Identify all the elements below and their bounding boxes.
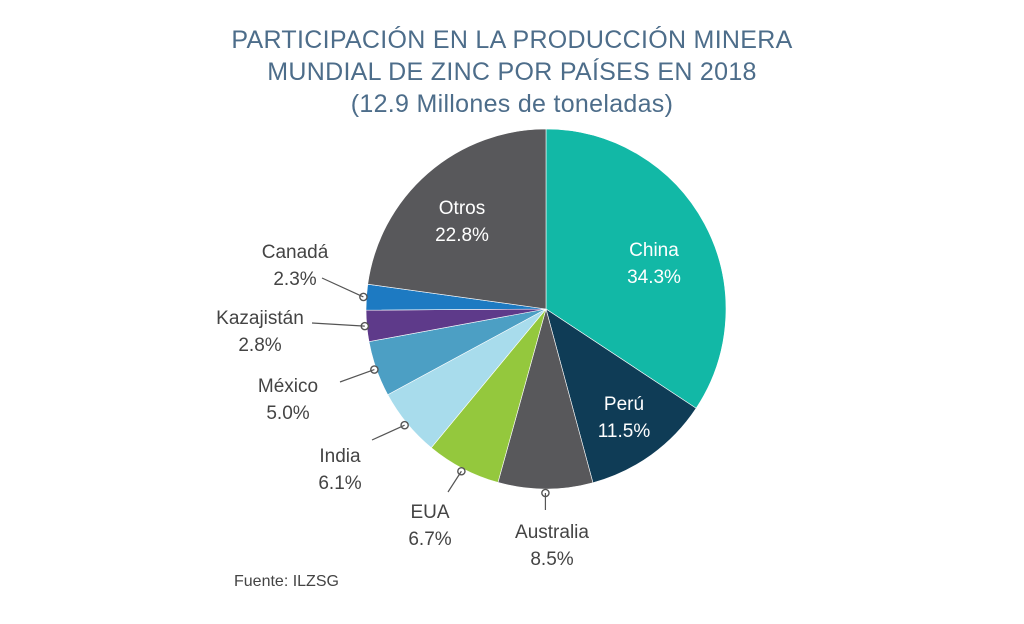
slice-name-china: China xyxy=(629,240,679,261)
chart-title: PARTICIPACIÓN EN LA PRODUCCIÓN MINERA MU… xyxy=(0,24,1024,120)
slice-name-mexico: México xyxy=(258,376,318,397)
slice-label-china: China 34.3% xyxy=(627,240,681,288)
slice-value-canada: 2.3% xyxy=(273,269,316,290)
slice-value-eua: 6.7% xyxy=(408,529,451,550)
slice-name-peru: Perú xyxy=(604,394,644,415)
slice-value-india: 6.1% xyxy=(318,473,361,494)
chart-subtitle: (12.9 Millones de toneladas) xyxy=(350,90,674,118)
slice-value-australia: 8.5% xyxy=(530,549,573,570)
slice-value-kazajistan: 2.8% xyxy=(238,335,281,356)
slice-name-australia: Australia xyxy=(515,522,589,543)
slice-value-china: 34.3% xyxy=(627,267,681,288)
leader-line-canada xyxy=(321,277,364,298)
slice-value-peru: 11.5% xyxy=(598,421,651,442)
slice-label-canada: Canadá 2.3% xyxy=(262,242,329,290)
slice-name-kazajistan: Kazajistán xyxy=(216,308,304,329)
leader-line-kazajistan xyxy=(311,322,365,327)
slice-value-otros: 22.8% xyxy=(435,225,489,246)
chart-title-line-2: MUNDIAL DE ZINC POR PAÍSES EN 2018 xyxy=(267,58,757,86)
slice-name-india: India xyxy=(319,446,361,467)
leader-line-mexico xyxy=(339,369,375,383)
pie-slice-otros xyxy=(367,128,547,310)
leader-line-india xyxy=(371,424,405,441)
pie-slice-peru xyxy=(545,308,697,484)
slice-label-eua: EUA 6.7% xyxy=(408,502,451,550)
chart-title-line-1: PARTICIPACIÓN EN LA PRODUCCIÓN MINERA xyxy=(231,26,793,54)
slice-label-otros: Otros 22.8% xyxy=(435,198,489,246)
slice-label-kazajistan: Kazajistán 2.8% xyxy=(216,308,304,356)
source-note: Fuente: ILZSG xyxy=(234,573,339,590)
slice-name-eua: EUA xyxy=(410,502,449,523)
slice-name-canada: Canadá xyxy=(262,242,329,263)
slice-label-australia: Australia 8.5% xyxy=(515,522,589,570)
slice-label-mexico: México 5.0% xyxy=(258,376,318,424)
slice-label-peru: Perú 11.5% xyxy=(598,394,651,442)
slice-label-india: India 6.1% xyxy=(318,446,361,494)
slice-value-mexico: 5.0% xyxy=(266,403,309,424)
leader-line-eua xyxy=(447,470,462,493)
slice-name-otros: Otros xyxy=(439,198,485,219)
